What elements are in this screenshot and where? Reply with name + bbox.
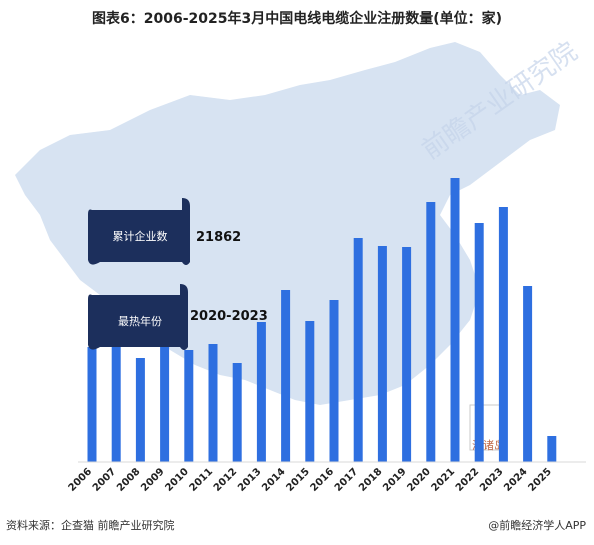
scroll-banner-icon [88,198,190,265]
bar-2016 [329,300,339,462]
bar-2015 [305,321,315,462]
bar-2023 [498,207,508,462]
callout-value: 21862 [196,230,241,245]
x-tick-label: 2016 [309,466,336,493]
bar-2008 [135,358,145,462]
x-tick-label: 2010 [163,466,190,493]
bar-2012 [232,363,242,462]
callout-label: 最热年份 [118,314,162,328]
bar-2020 [426,202,436,462]
x-tick-label: 2014 [260,466,287,493]
x-tick-label: 2009 [139,466,166,493]
x-tick-label: 2024 [502,466,529,493]
source-note: 资料来源：企查猫 前瞻产业研究院 [6,519,175,532]
x-tick-label: 2006 [67,466,94,493]
bar-2022 [474,223,484,462]
bar-2014 [281,290,291,462]
bar-2011 [208,344,218,462]
bar-2018 [377,246,387,462]
x-tick-label: 2008 [115,466,142,493]
brand-credit: @前瞻经济学人APP [488,519,586,532]
bar-2009 [160,342,170,462]
chart-title: 图表6：2006-2025年3月中国电线电缆企业注册数量(单位：家) [91,11,503,27]
bar-2024 [523,286,533,462]
x-tick-label: 2018 [357,466,384,493]
callout-hottest: 最热年份 2020-2023 [88,284,268,350]
x-tick-label: 2020 [405,466,432,493]
bar-2025 [547,436,557,462]
bar-2017 [353,238,363,462]
bar-2006 [87,347,97,462]
x-tick-label: 2007 [91,466,118,493]
x-tick-label: 2012 [212,466,239,493]
x-tick-label: 2011 [188,466,215,493]
callout-value: 2020-2023 [190,309,268,324]
bar-2013 [256,322,266,462]
x-tick-label: 2015 [284,466,311,493]
callout-total: 累计企业数 21862 [88,198,241,265]
x-tick-label: 2013 [236,466,263,493]
x-tick-label: 2019 [381,466,408,493]
x-tick-label: 2023 [478,466,505,493]
x-tick-label: 2017 [333,466,360,493]
callout-label: 累计企业数 [113,229,168,243]
bar-2007 [111,340,121,462]
bar-2021 [450,178,460,462]
bar-2010 [184,350,194,462]
bar-2019 [402,247,412,462]
x-tick-label: 2022 [454,466,481,493]
x-tick-label: 2021 [430,466,457,493]
x-tick-label: 2025 [526,466,553,493]
scroll-banner-icon [88,284,188,350]
